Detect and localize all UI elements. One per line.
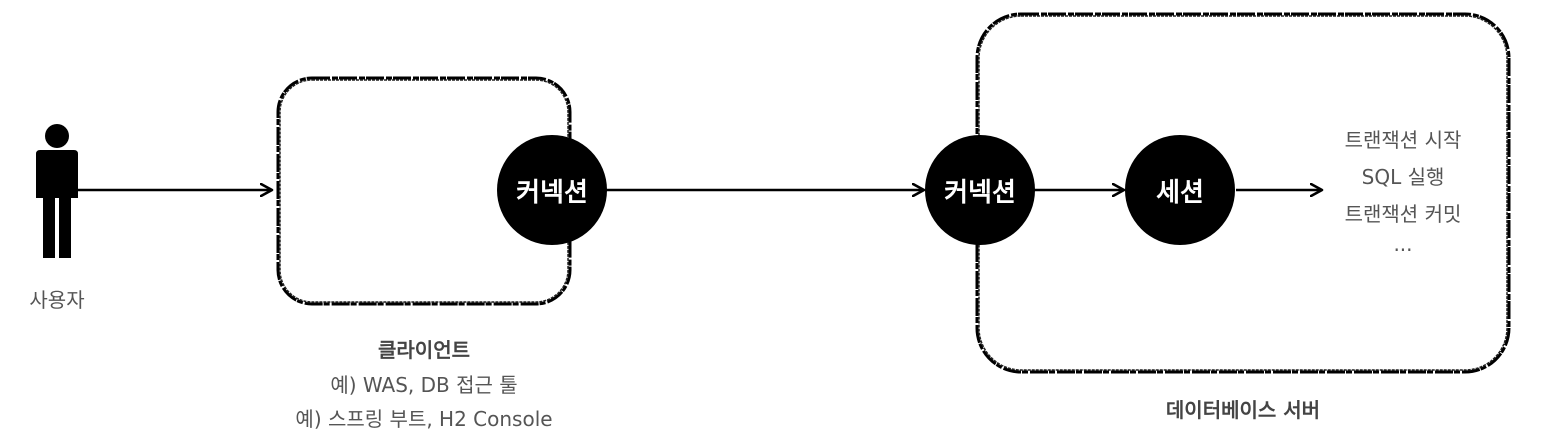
- client-connection-node: [497, 135, 607, 245]
- client-title: 클라이언트: [378, 338, 470, 362]
- client-example-1: 예) WAS, DB 접근 툴: [330, 373, 518, 397]
- server-connection-label: 커넥션: [944, 178, 1016, 208]
- transaction-steps: 트랜잭션 시작 SQL 실행 트랜잭션 커밋 ...: [1318, 122, 1488, 255]
- server-connection-node: [925, 135, 1035, 245]
- user-icon: [36, 124, 78, 258]
- user-label: 사용자: [29, 288, 85, 312]
- step-item: 트랜잭션 커밋: [1344, 202, 1462, 226]
- step-item: SQL 실행: [1361, 165, 1445, 189]
- session-node: [1125, 135, 1235, 245]
- session-label: 세션: [1156, 178, 1204, 208]
- step-item: ...: [1393, 232, 1413, 256]
- database-server-title: 데이터베이스 서버: [1165, 398, 1321, 422]
- client-connection-label: 커넥션: [516, 178, 588, 208]
- client-example-2: 예) 스프링 부트, H2 Console: [295, 407, 553, 431]
- step-item: 트랜잭션 시작: [1344, 128, 1462, 152]
